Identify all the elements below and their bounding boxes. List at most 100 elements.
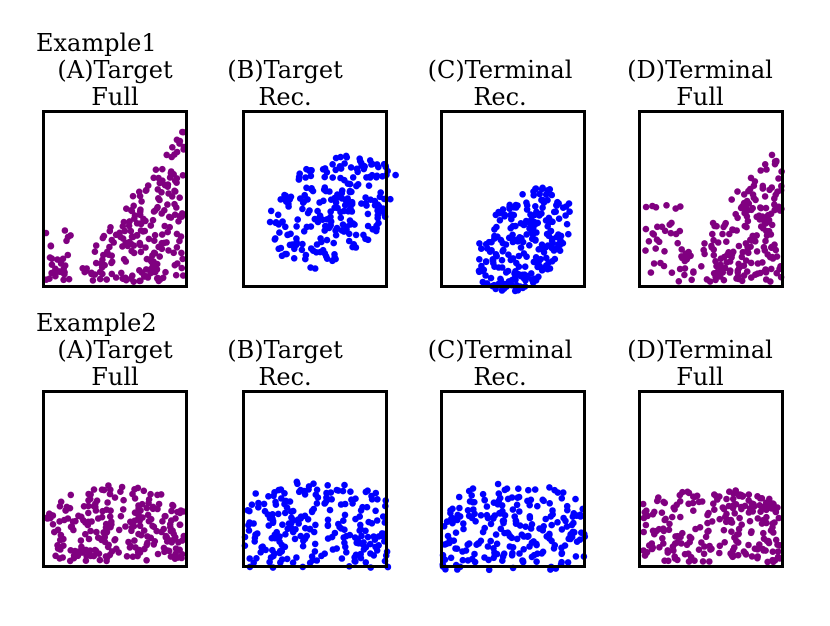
scatter-point bbox=[93, 528, 100, 536]
scatter-point bbox=[329, 174, 336, 181]
scatter-point bbox=[756, 495, 764, 502]
scatter-point bbox=[267, 554, 275, 561]
scatter-point bbox=[563, 523, 571, 530]
scatter-point bbox=[78, 513, 85, 521]
ex1-panel-b-plot bbox=[242, 110, 399, 288]
scatter-point bbox=[762, 215, 769, 223]
scatter-point bbox=[64, 251, 72, 259]
scatter-point bbox=[756, 541, 763, 548]
scatter-point bbox=[349, 243, 356, 251]
scatter-point bbox=[712, 258, 719, 265]
scatter-point bbox=[556, 247, 564, 254]
scatter-point bbox=[483, 511, 491, 519]
scatter-point bbox=[562, 517, 569, 525]
scatter-point bbox=[503, 485, 511, 492]
scatter-point bbox=[338, 189, 346, 197]
scatter-point bbox=[67, 523, 75, 531]
scatter-point bbox=[682, 250, 689, 257]
scatter-point bbox=[763, 166, 770, 173]
scatter-point bbox=[77, 537, 85, 544]
scatter-point bbox=[332, 166, 339, 174]
scatter-point bbox=[153, 527, 160, 535]
scatter-point bbox=[554, 519, 561, 526]
scatter-point bbox=[640, 528, 647, 536]
scatter-point bbox=[452, 545, 459, 552]
scatter-point bbox=[771, 201, 778, 208]
scatter-point bbox=[271, 534, 279, 542]
scatter-point bbox=[495, 490, 503, 497]
scatter-point bbox=[708, 545, 715, 553]
scatter-point bbox=[121, 227, 129, 235]
scatter-point bbox=[520, 546, 527, 553]
scatter-point bbox=[679, 488, 686, 496]
scatter-point bbox=[287, 230, 294, 238]
ex2-panel-a-title-line1: (A)Target bbox=[57, 336, 173, 364]
scatter-point bbox=[726, 269, 734, 276]
scatter-point bbox=[690, 268, 697, 275]
scatter-point bbox=[324, 516, 332, 524]
scatter-point bbox=[563, 220, 571, 228]
scatter-point bbox=[497, 525, 505, 533]
scatter-point bbox=[505, 251, 512, 258]
scatter-point bbox=[494, 501, 502, 508]
scatter-point bbox=[445, 539, 453, 546]
scatter-point bbox=[498, 256, 506, 264]
scatter-point bbox=[698, 263, 705, 270]
scatter-point bbox=[92, 259, 100, 267]
scatter-point bbox=[52, 552, 59, 560]
scatter-point bbox=[460, 520, 467, 527]
scatter-point bbox=[670, 504, 677, 511]
scatter-point bbox=[277, 486, 285, 493]
scatter-point bbox=[487, 274, 495, 282]
scatter-point bbox=[568, 521, 576, 529]
scatter-point bbox=[174, 508, 181, 516]
ex2-panel-b-title-line2: Rec. bbox=[258, 363, 312, 391]
scatter-point bbox=[551, 486, 558, 494]
scatter-point bbox=[731, 510, 738, 517]
scatter-point bbox=[496, 209, 503, 217]
scatter-point bbox=[380, 530, 387, 537]
scatter-point bbox=[379, 513, 387, 520]
scatter-point bbox=[762, 204, 770, 212]
scatter-point bbox=[274, 211, 282, 219]
ex2-panel-a-title-line2: Full bbox=[91, 363, 139, 391]
scatter-point bbox=[158, 189, 165, 196]
scatter-point bbox=[745, 249, 752, 257]
scatter-point bbox=[729, 547, 737, 554]
scatter-point bbox=[754, 270, 761, 277]
scatter-point bbox=[128, 247, 135, 255]
scatter-point bbox=[179, 255, 186, 263]
scatter-point bbox=[372, 507, 379, 515]
scatter-point bbox=[464, 507, 472, 514]
scatter-point bbox=[500, 517, 508, 525]
scatter-point bbox=[341, 176, 348, 184]
scatter-point bbox=[338, 555, 346, 562]
scatter-point bbox=[642, 521, 650, 529]
scatter-point bbox=[569, 513, 577, 520]
scatter-point bbox=[85, 509, 92, 517]
scatter-point bbox=[745, 541, 752, 549]
scatter-point bbox=[645, 238, 653, 245]
scatter-point bbox=[178, 554, 185, 562]
scatter-point bbox=[514, 238, 522, 245]
scatter-point bbox=[364, 222, 372, 230]
scatter-point bbox=[743, 268, 751, 275]
scatter-point bbox=[310, 528, 318, 536]
scatter-point bbox=[748, 553, 756, 560]
scatter-point bbox=[63, 237, 70, 245]
scatter-point bbox=[277, 559, 284, 566]
scatter-point bbox=[301, 512, 309, 520]
scatter-point bbox=[119, 275, 126, 282]
scatter-point bbox=[299, 240, 306, 248]
scatter-point bbox=[720, 223, 727, 231]
scatter-point bbox=[46, 275, 53, 282]
scatter-point bbox=[108, 270, 116, 278]
scatter-point bbox=[532, 203, 539, 210]
scatter-point bbox=[155, 195, 162, 202]
scatter-point bbox=[479, 490, 487, 498]
scatter-point bbox=[668, 513, 676, 521]
ex2-panel-d-points bbox=[639, 487, 784, 566]
scatter-point bbox=[524, 532, 531, 540]
scatter-point bbox=[176, 521, 184, 529]
scatter-point bbox=[757, 508, 764, 515]
